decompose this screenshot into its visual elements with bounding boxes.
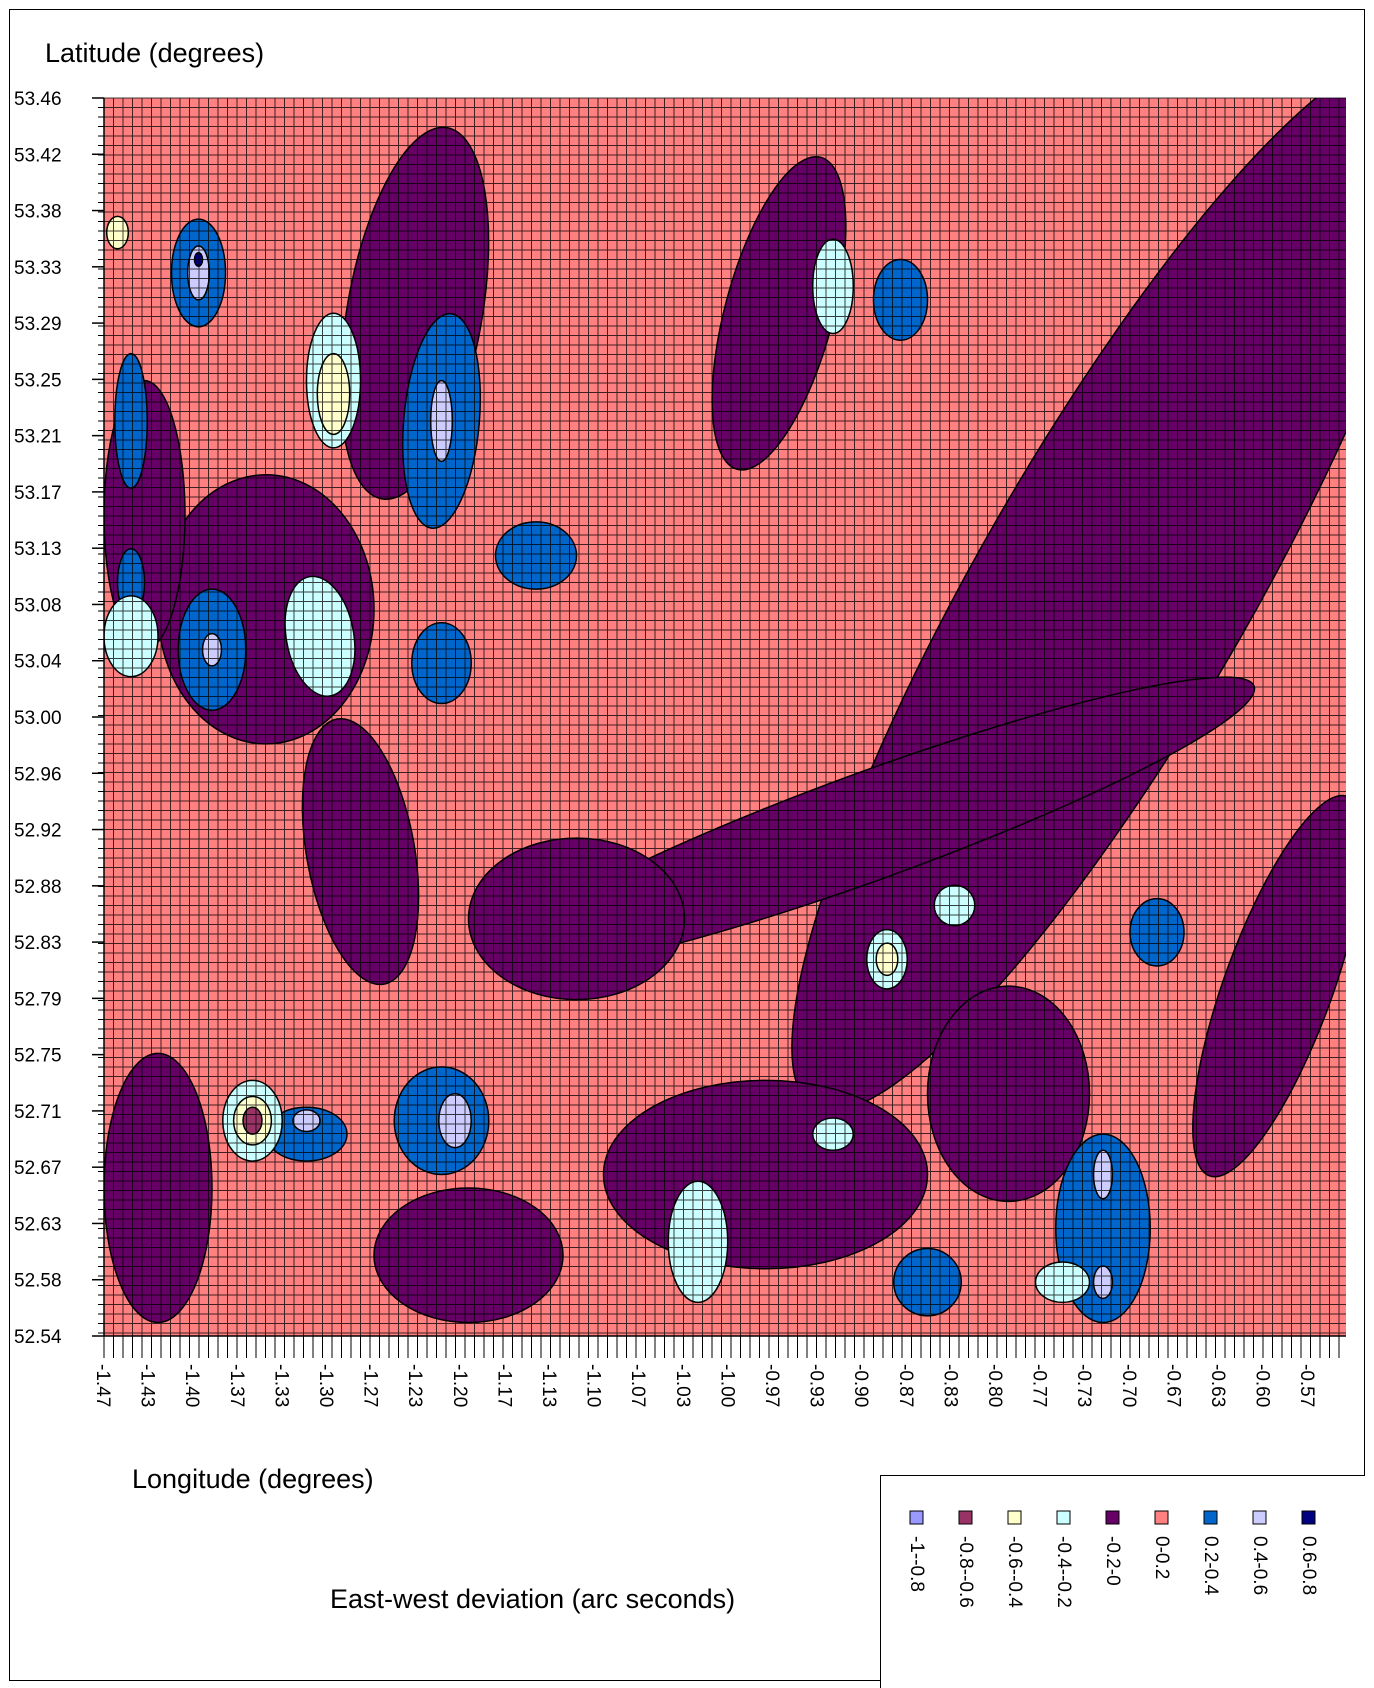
legend-label: -0.8--0.6	[955, 1536, 976, 1608]
contour-region-28	[104, 595, 159, 678]
legend-swatch	[1252, 1510, 1267, 1525]
x-tick-label: -0.97	[761, 1364, 782, 1407]
x-tick-label: -0.90	[850, 1364, 871, 1407]
x-tick-label: -0.80	[984, 1364, 1005, 1407]
x-tick-label: -0.60	[1252, 1364, 1273, 1407]
y-tick-label: 53.04	[14, 652, 62, 673]
x-tick-label: -1.13	[538, 1364, 559, 1407]
x-tick-label: -0.73	[1073, 1364, 1094, 1407]
legend-label: 0.2-0.4	[1200, 1536, 1221, 1596]
y-tick-label: 53.17	[14, 483, 62, 504]
x-tick-label: -0.83	[939, 1364, 960, 1407]
contour-region-22	[893, 1247, 962, 1317]
legend-swatch	[1203, 1510, 1218, 1525]
y-tick-label: 52.58	[14, 1271, 62, 1292]
x-tick-label: -0.63	[1207, 1364, 1228, 1407]
x-tick-label: -0.67	[1162, 1364, 1183, 1407]
x-tick-label: -1.40	[181, 1364, 202, 1407]
x-axis-label: Longitude (degrees)	[132, 1464, 374, 1494]
contour-region-7	[602, 1079, 929, 1270]
y-tick-label: 53.29	[14, 314, 62, 335]
contour-region-30	[667, 1180, 729, 1304]
x-tick-label: -1.07	[627, 1364, 648, 1407]
y-tick-label: 53.25	[14, 370, 62, 391]
x-tick-label: -1.20	[449, 1364, 470, 1407]
legend-swatch	[909, 1510, 924, 1525]
contour-region-47	[292, 1109, 321, 1133]
y-tick-label: 53.08	[14, 595, 62, 616]
legend-swatch	[1056, 1510, 1071, 1525]
contour-region-45	[1092, 1149, 1114, 1200]
x-tick-label: -1.47	[92, 1364, 113, 1407]
contour-region-18	[872, 258, 929, 341]
y-tick-label: 52.71	[14, 1102, 62, 1123]
contour-region-29	[812, 238, 854, 335]
x-tick-label: -1.23	[404, 1364, 425, 1407]
contour-region-16	[411, 622, 472, 705]
contour-region-33	[1034, 1261, 1091, 1304]
contour-region-8	[373, 1187, 564, 1324]
x-tick-label: -0.77	[1029, 1364, 1050, 1407]
contour-region-17	[494, 521, 578, 590]
legend-label: -0.6--0.4	[1004, 1536, 1025, 1608]
contour-region-43	[201, 632, 223, 667]
legend-swatch	[958, 1510, 973, 1525]
y-axis-label: Latitude (degrees)	[45, 38, 265, 68]
x-tick-label: -1.03	[672, 1364, 693, 1407]
legend-title: East-west deviation (arc seconds)	[330, 1584, 736, 1614]
contour-region-32	[812, 1117, 854, 1152]
y-tick-label: 53.13	[14, 539, 62, 560]
y-tick-label: 53.21	[14, 427, 62, 448]
legend	[880, 1475, 1365, 1688]
y-tick-label: 53.38	[14, 202, 62, 223]
x-tick-label: -1.33	[270, 1364, 291, 1407]
y-tick-label: 52.54	[14, 1327, 62, 1348]
legend-swatch	[1007, 1510, 1022, 1525]
x-tick-label: -0.70	[1118, 1364, 1139, 1407]
x-tick-label: -1.37	[226, 1364, 247, 1407]
contour-region-40	[242, 1106, 263, 1135]
y-tick-label: 52.79	[14, 989, 62, 1010]
y-tick-label: 52.63	[14, 1214, 62, 1235]
y-tick-label: 52.96	[14, 764, 62, 785]
legend-items: -1--0.8 -0.8--0.6 -0.6--0.4 -0.4--0.2 -0.2-0…	[906, 1510, 1319, 1608]
legend-label: 0-0.2	[1151, 1536, 1172, 1579]
y-tick-label: 53.42	[14, 145, 62, 166]
legend-label: -0.2-0	[1102, 1536, 1123, 1586]
legend-label: -1--0.8	[906, 1536, 927, 1592]
contour-region-5	[104, 1052, 213, 1324]
legend-swatch	[1105, 1510, 1120, 1525]
x-tick-label: -1.10	[583, 1364, 604, 1407]
contour-region-39	[875, 942, 899, 977]
x-tick-label: -1.27	[360, 1364, 381, 1407]
legend-swatch	[1154, 1510, 1169, 1525]
y-tick-label: 53.00	[14, 708, 62, 729]
x-tick-label: -1.17	[493, 1364, 514, 1407]
legend-label: 0.4-0.6	[1249, 1536, 1270, 1595]
y-tick-label: 52.67	[14, 1158, 62, 1179]
x-tick-label: -1.00	[716, 1364, 737, 1407]
legend-label: -0.4--0.2	[1053, 1536, 1074, 1608]
y-tick-label: 53.46	[14, 89, 62, 110]
contour-region-12	[926, 985, 1091, 1203]
contour-region-46	[1092, 1265, 1114, 1300]
x-tick-label: -1.43	[137, 1364, 158, 1407]
legend-swatch	[1301, 1510, 1316, 1525]
y-tick-label: 52.75	[14, 1046, 62, 1067]
x-tick-label: -0.93	[806, 1364, 827, 1407]
contour-region-23	[1129, 897, 1185, 967]
legend-label: 0.6-0.8	[1298, 1536, 1319, 1595]
y-tick-label: 52.92	[14, 821, 62, 842]
axes: 53.46 53.42 53.38 53.33 53.29 53.25 53.21 53.17…	[14, 89, 1346, 1407]
contour-region-6	[467, 837, 686, 1001]
y-tick-label: 52.83	[14, 933, 62, 954]
x-tick-label: -1.30	[315, 1364, 336, 1407]
y-tick-label: 53.33	[14, 258, 62, 279]
x-tick-label: -0.87	[895, 1364, 916, 1407]
y-tick-label: 52.88	[14, 877, 62, 898]
x-tick-label: -0.57	[1296, 1364, 1317, 1407]
